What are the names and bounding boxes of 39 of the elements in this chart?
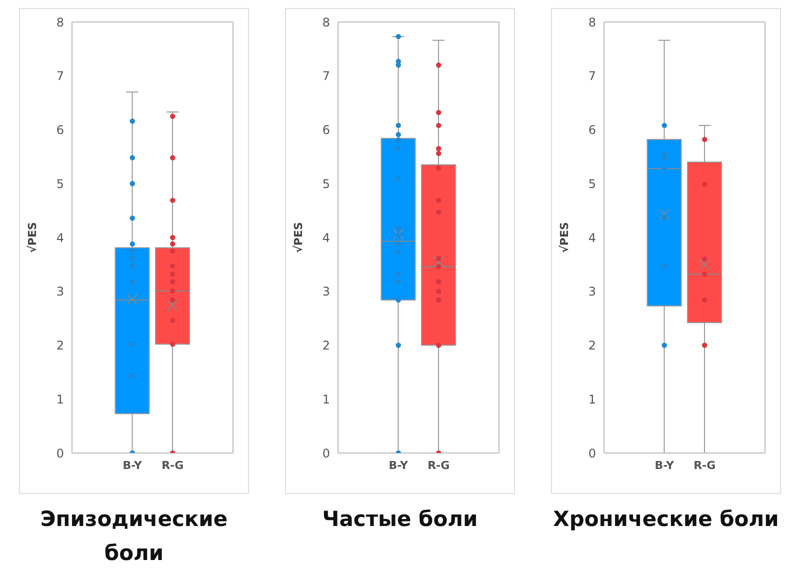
y-tick-label: 1 — [322, 392, 330, 406]
y-tick-label: 3 — [588, 284, 596, 299]
y-tick-label: 8 — [588, 15, 596, 30]
x-tick-label: R-G — [428, 458, 450, 472]
y-tick-label: 4 — [56, 230, 64, 245]
y-tick-label: 5 — [588, 176, 596, 191]
x-tick-label: B-Y — [388, 458, 410, 472]
text: Эпизодические боли — [39, 506, 229, 567]
y-axis-title: √PES — [558, 222, 571, 253]
y-tick-label: 2 — [588, 338, 596, 353]
y-tick-label: 2 — [322, 338, 330, 353]
y-tick-label: 7 — [56, 69, 64, 84]
y-tick-label: 0 — [56, 446, 64, 460]
text: Хронические боли — [552, 506, 780, 533]
y-tick-label: 1 — [588, 392, 596, 406]
text: Частые боли — [321, 506, 479, 533]
y-tick-label: 7 — [588, 69, 596, 84]
y-tick-label: 6 — [322, 123, 330, 138]
y-tick-label: 7 — [322, 69, 330, 84]
y-tick-label: 0 — [322, 446, 330, 460]
y-tick-label: 8 — [56, 15, 64, 30]
y-axis-title: √PES — [26, 222, 39, 253]
x-tick-label: B-Y — [654, 458, 676, 472]
y-tick-label: 6 — [56, 123, 64, 138]
x-tick-label: R-G — [694, 458, 716, 472]
y-tick-label: 6 — [588, 123, 596, 138]
y-tick-label: 4 — [322, 230, 330, 245]
y-tick-label: 0 — [588, 446, 596, 460]
y-tick-label: 3 — [322, 284, 330, 299]
y-tick-label: 2 — [56, 338, 64, 353]
y-tick-label: 1 — [56, 392, 64, 406]
y-tick-label: 8 — [322, 15, 330, 30]
x-tick-label: R-G — [162, 458, 184, 472]
y-tick-label: 4 — [588, 230, 596, 245]
x-tick-label: B-Y — [122, 458, 144, 472]
y-tick-label: 5 — [56, 176, 64, 191]
y-tick-label: 3 — [56, 284, 64, 299]
y-tick-label: 5 — [322, 176, 330, 191]
y-axis-title: √PES — [292, 222, 305, 253]
